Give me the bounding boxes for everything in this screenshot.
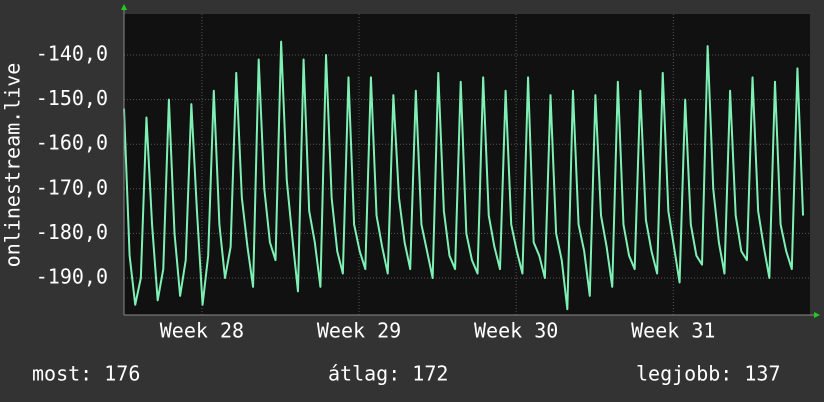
footer-stat: legjobb: 137 bbox=[636, 362, 781, 386]
y-tick-label: -180,0 bbox=[36, 220, 108, 244]
plot-area bbox=[124, 14, 810, 315]
y-tick-label: -150,0 bbox=[36, 86, 108, 110]
y-tick-label: -170,0 bbox=[36, 175, 108, 199]
data-line bbox=[123, 40, 805, 311]
x-tick-label: Week 28 bbox=[160, 319, 244, 343]
y-tick-label: -190,0 bbox=[36, 264, 108, 288]
x-arrow bbox=[814, 312, 820, 318]
y-tick-label: -140,0 bbox=[36, 42, 108, 66]
x-tick-label: Week 31 bbox=[631, 319, 715, 343]
footer-stat: átlag: 172 bbox=[328, 362, 448, 386]
footer-stat: most: 176 bbox=[32, 362, 140, 386]
x-tick-label: Week 30 bbox=[474, 319, 558, 343]
y-tick-label: -160,0 bbox=[36, 131, 108, 155]
marks bbox=[123, 14, 810, 315]
y-axis-label: onlinestream.live bbox=[1, 63, 25, 268]
y-arrow bbox=[121, 4, 127, 10]
x-tick-label: Week 29 bbox=[317, 319, 401, 343]
